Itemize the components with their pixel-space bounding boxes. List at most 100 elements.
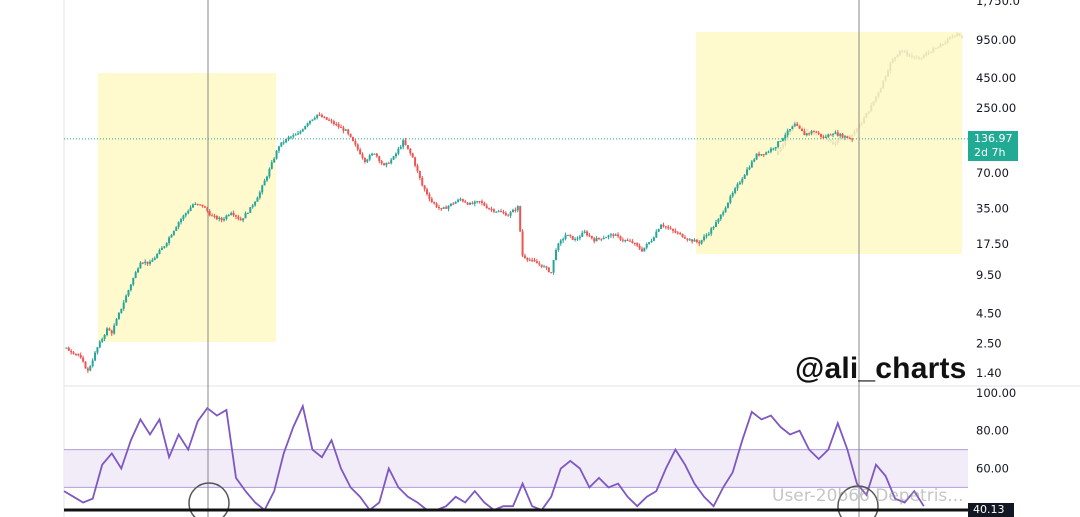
candle-body (158, 250, 161, 254)
candle-body (612, 234, 615, 236)
candle (693, 238, 696, 242)
candle (478, 201, 481, 204)
price-tick-label: 450.00 (976, 71, 1016, 85)
candle (927, 50, 930, 56)
candle (829, 133, 832, 136)
candle (796, 122, 799, 126)
candle-body (757, 153, 760, 156)
candle (786, 128, 789, 138)
candle-body (676, 232, 679, 234)
candle-body (863, 117, 866, 124)
candle (631, 239, 634, 244)
candle (483, 201, 486, 207)
candle-body (215, 215, 218, 220)
candle-body (927, 52, 930, 54)
candle-body (695, 239, 698, 242)
candle-body (779, 148, 782, 152)
candle-body (500, 211, 503, 213)
candle (834, 130, 837, 135)
candle-body (944, 42, 947, 45)
candle (915, 55, 918, 60)
candle (387, 161, 390, 164)
candle-body (640, 248, 643, 252)
candle-body (504, 212, 507, 216)
candle (626, 238, 629, 242)
candle-body (882, 80, 885, 88)
candle-body (292, 135, 295, 137)
candle (896, 54, 899, 58)
candle-body (464, 201, 467, 203)
candle-body (282, 142, 285, 144)
candle (784, 132, 787, 141)
candle-body (748, 167, 751, 170)
candle-body (939, 44, 942, 48)
candle (748, 165, 751, 171)
candle (371, 152, 374, 156)
candle (409, 147, 412, 156)
candle-body (638, 245, 641, 249)
candle (638, 243, 641, 250)
candle (884, 75, 887, 82)
candle (273, 156, 276, 164)
candle-body (77, 354, 80, 356)
candle (595, 235, 598, 242)
candle (368, 153, 371, 161)
candle (516, 205, 519, 213)
candle (304, 125, 307, 130)
candle-body (488, 208, 491, 210)
candle (679, 231, 682, 236)
candle (757, 151, 760, 157)
candle (526, 257, 529, 263)
candle-body (848, 138, 851, 140)
candle (383, 162, 386, 166)
candle-body (175, 226, 178, 231)
candle (194, 202, 197, 205)
candle (953, 35, 956, 38)
candle (342, 125, 345, 134)
candle-body (662, 224, 665, 227)
candle (891, 57, 894, 64)
candle-body (351, 137, 354, 142)
candle (153, 256, 156, 261)
candle-body (320, 114, 323, 118)
candle (886, 68, 889, 78)
candle (944, 40, 947, 45)
candle (77, 353, 80, 357)
candle (779, 146, 782, 153)
candle (731, 191, 734, 198)
candle-body (889, 62, 892, 71)
candle-body (82, 357, 85, 362)
candle-body (743, 174, 746, 179)
candle-body (497, 211, 500, 213)
candle-body (808, 133, 811, 135)
candle (743, 174, 746, 179)
candle (715, 219, 718, 228)
candle (889, 61, 892, 74)
candle-body (650, 240, 653, 243)
candle (523, 253, 526, 259)
candle (437, 204, 440, 211)
candle-body (189, 207, 192, 211)
candle-body (946, 38, 949, 43)
candle-body (177, 222, 180, 227)
candle (268, 167, 271, 179)
candle (583, 229, 586, 234)
candle-body (786, 130, 789, 135)
candle (664, 225, 667, 230)
candle-body (344, 129, 347, 131)
candle (390, 157, 393, 165)
candle-body (523, 255, 526, 258)
candle (588, 233, 591, 238)
candle-body (949, 37, 952, 39)
candle-body (91, 360, 94, 367)
candle (633, 242, 636, 246)
candle-body (172, 230, 175, 235)
candle-body (194, 203, 197, 205)
candle (227, 213, 230, 217)
candle (698, 240, 701, 246)
candle-body (356, 144, 359, 150)
candle-body (781, 144, 784, 149)
candle-body (693, 239, 696, 242)
candle-body (318, 114, 321, 116)
